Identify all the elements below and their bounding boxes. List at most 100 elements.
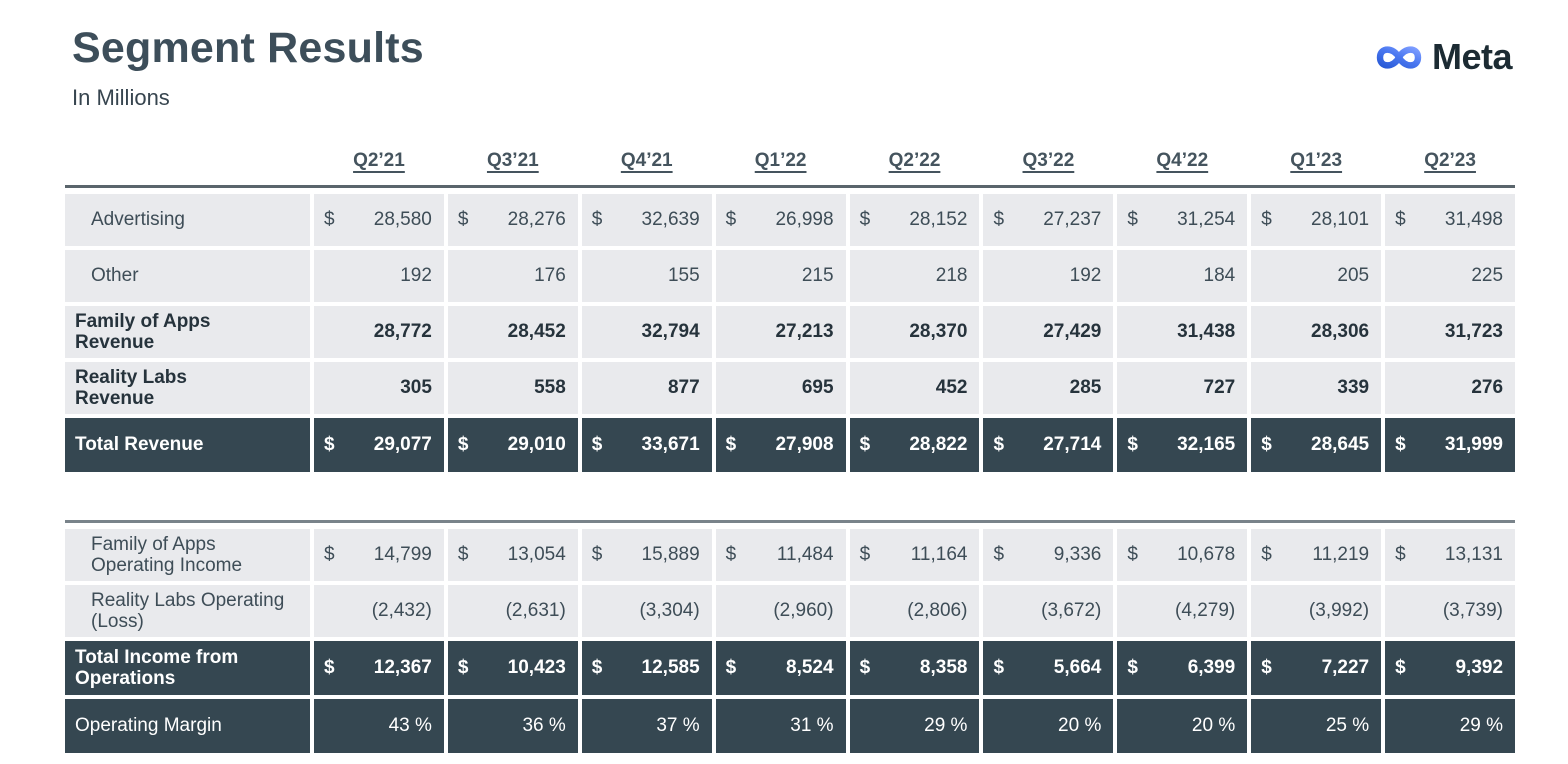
tables-area: Q2’21 Q3’21 Q4’21 Q1’22 Q2’22 Q3’22 Q4’2…: [65, 150, 1516, 753]
cell-value: 31,999: [1444, 434, 1504, 455]
dollar-sign: $: [725, 544, 737, 565]
value-cell: $5,664: [983, 641, 1114, 695]
value-cell: 276: [1385, 362, 1516, 414]
value-cell: 31,723: [1385, 306, 1516, 358]
cell-value: (3,672): [1041, 600, 1102, 621]
cell-value: 176: [534, 265, 566, 286]
value-cell: $15,889: [581, 529, 712, 581]
value-cell: 192: [314, 250, 444, 302]
value-cell: $31,999: [1385, 418, 1516, 472]
cell-value: 27,237: [1043, 209, 1102, 230]
cell-value: 11,164: [910, 544, 968, 565]
value-cell: 36 %: [447, 699, 578, 753]
cell-value: 225: [1471, 265, 1504, 286]
value-cell: $12,367: [314, 641, 444, 695]
dollar-sign: $: [457, 657, 469, 678]
cell-value: 13,131: [1444, 544, 1504, 565]
cell-value: 218: [935, 265, 968, 286]
cell-value: 7,227: [1321, 657, 1370, 678]
row-label: Total Income from Operations: [65, 641, 310, 695]
dollar-sign: $: [591, 657, 603, 678]
dollar-sign: $: [1127, 544, 1138, 565]
table-row-reality-labs-revenue: Reality Labs Revenue 305 558 877 695 452…: [65, 362, 1516, 414]
value-cell: 155: [581, 250, 712, 302]
value-cell: 43 %: [314, 699, 444, 753]
dollar-sign: $: [1261, 544, 1272, 565]
cell-value: 9,392: [1455, 657, 1504, 678]
value-cell: (2,960): [715, 585, 846, 637]
page-title: Segment Results: [72, 24, 424, 72]
cell-value: 28,645: [1311, 434, 1370, 455]
cell-value: 28,306: [1311, 321, 1370, 342]
cell-value: 10,423: [507, 657, 566, 678]
value-cell: $31,254: [1117, 194, 1248, 246]
value-cell: 32,794: [581, 306, 712, 358]
dollar-sign: $: [993, 657, 1005, 678]
cell-value: 155: [667, 265, 700, 286]
value-cell: $14,799: [314, 529, 444, 581]
value-cell: $6,399: [1117, 641, 1248, 695]
value-cell: 695: [715, 362, 846, 414]
dollar-sign: $: [859, 209, 871, 230]
value-cell: (2,806): [849, 585, 980, 637]
cell-value: 32,794: [641, 321, 700, 342]
dollar-sign: $: [324, 544, 335, 565]
cell-value: 28,772: [373, 321, 432, 342]
cell-value: 28,152: [909, 209, 968, 230]
row-label: Reality Labs Operating (Loss): [65, 585, 310, 637]
value-cell: (3,992): [1251, 585, 1382, 637]
value-cell: $31,498: [1385, 194, 1516, 246]
value-cell: (2,432): [314, 585, 444, 637]
column-header-q221: Q2’21: [353, 150, 405, 171]
value-cell: $11,219: [1251, 529, 1382, 581]
cell-value: (2,631): [505, 600, 566, 621]
column-header-q223: Q2’23: [1424, 150, 1476, 171]
value-cell: 31,438: [1117, 306, 1248, 358]
dollar-sign: $: [859, 434, 871, 455]
value-cell: $8,358: [849, 641, 980, 695]
cell-value: 29,077: [373, 434, 432, 455]
value-cell: $28,580: [314, 194, 444, 246]
cell-value: 305: [400, 377, 432, 398]
value-cell: $13,131: [1385, 529, 1516, 581]
table-row-total-income-from-operations: Total Income from Operations $12,367 $10…: [65, 641, 1516, 695]
value-cell: $26,998: [715, 194, 846, 246]
value-cell: $28,152: [849, 194, 980, 246]
dollar-sign: $: [1395, 544, 1406, 565]
value-cell: 27,213: [715, 306, 846, 358]
value-cell: $7,227: [1251, 641, 1382, 695]
cell-value: (3,739): [1442, 600, 1504, 621]
cell-value: 29 %: [924, 715, 968, 736]
value-cell: (4,279): [1117, 585, 1248, 637]
value-cell: $28,822: [849, 418, 980, 472]
slide-header: Segment Results In Millions Meta: [0, 0, 1568, 111]
cell-value: 6,399: [1187, 657, 1236, 678]
cell-value: 15,889: [641, 544, 700, 565]
cell-value: (3,992): [1308, 600, 1370, 621]
value-cell: (3,672): [983, 585, 1114, 637]
value-cell: $33,671: [581, 418, 712, 472]
cell-value: 5,664: [1053, 657, 1102, 678]
cell-value: 31 %: [790, 715, 834, 736]
dollar-sign: $: [1261, 657, 1272, 678]
value-cell: 28,452: [447, 306, 578, 358]
value-cell: (2,631): [447, 585, 578, 637]
value-cell: 558: [447, 362, 578, 414]
cell-value: 12,585: [641, 657, 700, 678]
dollar-sign: $: [591, 544, 603, 565]
value-cell: $10,678: [1117, 529, 1248, 581]
dollar-sign: $: [1261, 209, 1272, 230]
value-cell: $27,908: [715, 418, 846, 472]
value-cell: 28,772: [314, 306, 444, 358]
cell-value: 27,429: [1043, 321, 1102, 342]
cell-value: 20 %: [1191, 715, 1236, 736]
meta-logo: Meta: [1375, 36, 1513, 78]
cell-value: 14,799: [373, 544, 432, 565]
dollar-sign: $: [591, 434, 603, 455]
table-row-operating-margin: Operating Margin 43 % 36 % 37 % 31 % 29 …: [65, 699, 1516, 753]
value-cell: 29 %: [1385, 699, 1516, 753]
cell-value: 9,336: [1053, 544, 1102, 565]
row-label: Reality Labs Revenue: [65, 362, 310, 414]
value-cell: 218: [849, 250, 980, 302]
